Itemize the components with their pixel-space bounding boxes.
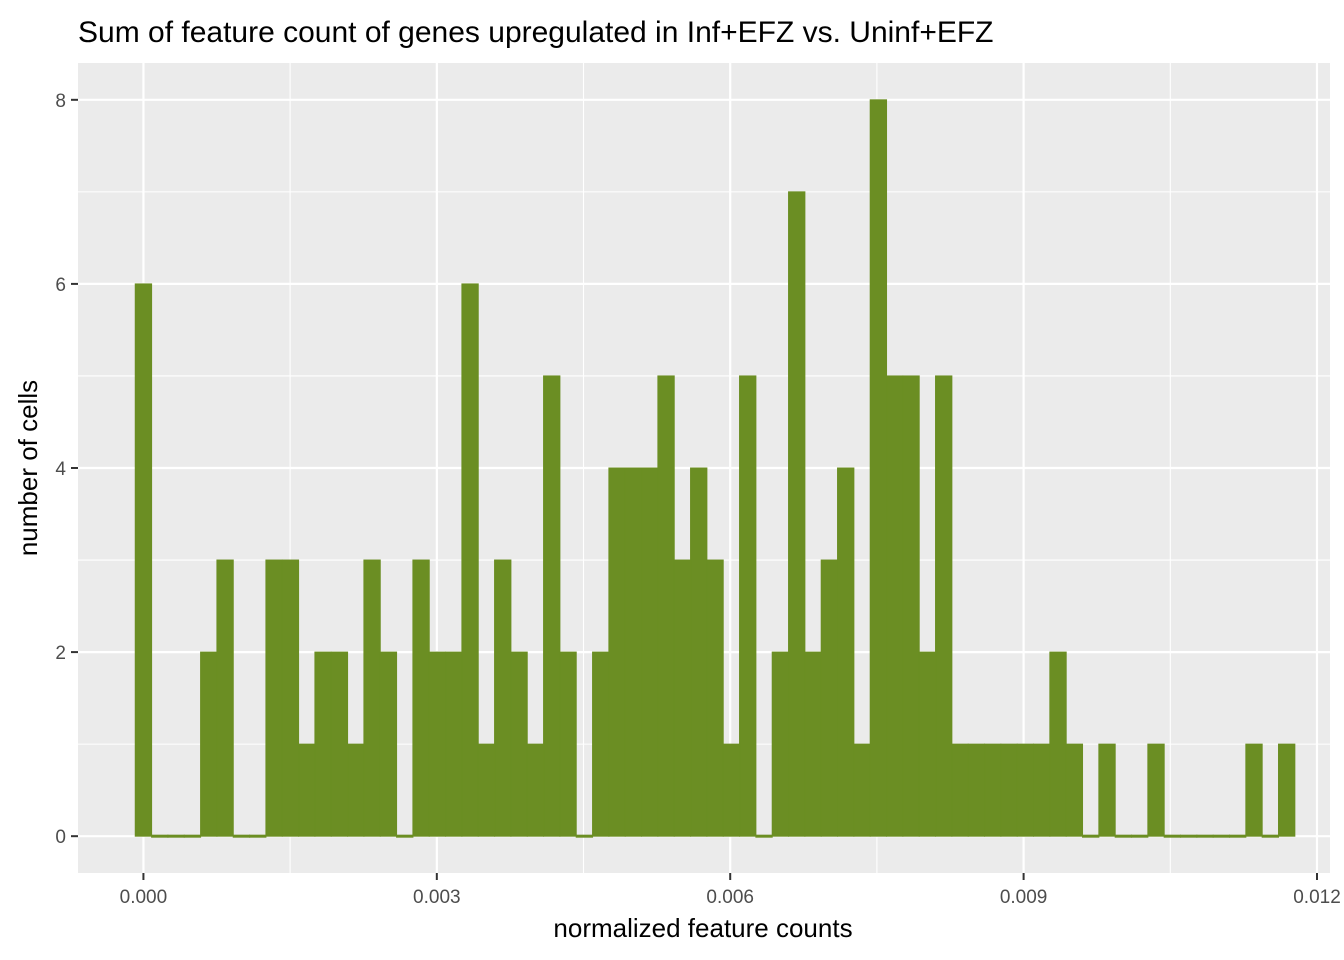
histogram-bar xyxy=(151,834,169,838)
histogram-bar xyxy=(526,743,545,837)
histogram-bar xyxy=(281,559,300,837)
histogram-bar xyxy=(232,834,251,838)
histogram-bar xyxy=(200,651,218,837)
y-tick-label: 8 xyxy=(55,91,66,112)
histogram-bar xyxy=(1114,834,1133,838)
histogram-bar xyxy=(494,559,512,837)
histogram-bar xyxy=(820,559,839,837)
y-tick-label: 0 xyxy=(55,827,66,848)
histogram-bar xyxy=(641,467,659,837)
histogram-bar xyxy=(935,375,953,837)
x-tick-label: 0.000 xyxy=(120,887,168,908)
histogram-bar xyxy=(559,651,577,837)
x-tick-label: 0.012 xyxy=(1293,887,1341,908)
histogram-bars xyxy=(134,99,1296,838)
histogram-bar xyxy=(902,375,920,837)
histogram-bar xyxy=(771,651,790,837)
histogram-bar xyxy=(739,375,757,837)
histogram-bar xyxy=(886,375,904,837)
histogram-bar xyxy=(657,375,675,837)
histogram-bar xyxy=(853,743,871,837)
histogram-bar xyxy=(1180,834,1198,838)
histogram-bar xyxy=(1065,743,1084,837)
histogram-bar xyxy=(183,834,202,838)
histogram-bar xyxy=(363,559,381,837)
histogram-bar xyxy=(1131,834,1149,838)
histogram-bar xyxy=(461,283,479,837)
histogram-bar xyxy=(755,834,773,838)
histogram-bar xyxy=(722,743,741,837)
y-tick-label: 6 xyxy=(55,275,66,296)
histogram-bar xyxy=(445,651,463,837)
histogram-bar xyxy=(673,559,692,837)
histogram-bar xyxy=(1016,743,1035,837)
histogram-bar xyxy=(379,651,398,837)
histogram-bar xyxy=(1196,834,1214,838)
y-tick-label: 4 xyxy=(55,459,66,480)
histogram-bar xyxy=(1212,834,1231,838)
y-tick-label: 2 xyxy=(55,643,66,664)
x-tick-label: 0.009 xyxy=(1000,887,1048,908)
histogram-bar xyxy=(1098,743,1116,837)
x-tick-label: 0.006 xyxy=(706,887,754,908)
histogram-bar xyxy=(706,559,724,837)
histogram-bar xyxy=(918,651,937,837)
histogram-bar xyxy=(984,743,1002,837)
histogram-bar xyxy=(167,834,185,838)
histogram-bar xyxy=(837,467,855,837)
x-axis-title: normalized feature counts xyxy=(553,913,852,943)
histogram-bar xyxy=(249,834,267,838)
histogram-bar xyxy=(412,559,430,837)
chart-title: Sum of feature count of genes upregulate… xyxy=(78,16,994,49)
histogram-bar xyxy=(1245,743,1263,837)
histogram-bar xyxy=(804,651,822,837)
histogram-bar xyxy=(869,99,888,837)
x-axis-ticks: 0.000 0.003 0.006 0.009 0.012 xyxy=(120,873,1341,908)
histogram-bar xyxy=(1261,834,1280,838)
histogram-bar xyxy=(967,743,986,837)
histogram-bar xyxy=(477,743,496,837)
histogram-bar xyxy=(1147,743,1165,837)
histogram-bar xyxy=(543,375,561,837)
histogram-bar xyxy=(134,283,153,837)
histogram-bar xyxy=(428,651,447,837)
histogram-bar xyxy=(510,651,528,837)
histogram-bar xyxy=(951,743,969,837)
x-tick-label: 0.003 xyxy=(413,887,461,908)
histogram-bar xyxy=(1033,743,1051,837)
histogram-bar xyxy=(1278,743,1296,837)
histogram-bar xyxy=(298,743,316,837)
histogram-bar xyxy=(592,651,610,837)
histogram-bar xyxy=(624,467,643,837)
histogram-bar xyxy=(216,559,234,837)
histogram-bar xyxy=(1229,834,1247,838)
histogram-bar xyxy=(575,834,594,838)
histogram-bar xyxy=(347,743,365,837)
histogram-bar xyxy=(1163,834,1182,838)
histogram-bar xyxy=(1049,651,1067,837)
y-axis-ticks: 0 2 4 6 8 xyxy=(55,91,78,848)
histogram-bar xyxy=(330,651,349,837)
histogram-bar xyxy=(690,467,708,837)
histogram-bar xyxy=(265,559,283,837)
histogram-bar xyxy=(314,651,332,837)
histogram-bar xyxy=(1082,834,1100,838)
histogram-bar xyxy=(1000,743,1018,837)
histogram-bar xyxy=(788,191,806,837)
histogram-bar xyxy=(608,467,626,837)
histogram-bar xyxy=(396,834,414,838)
y-axis-title: number of cells xyxy=(13,380,43,556)
